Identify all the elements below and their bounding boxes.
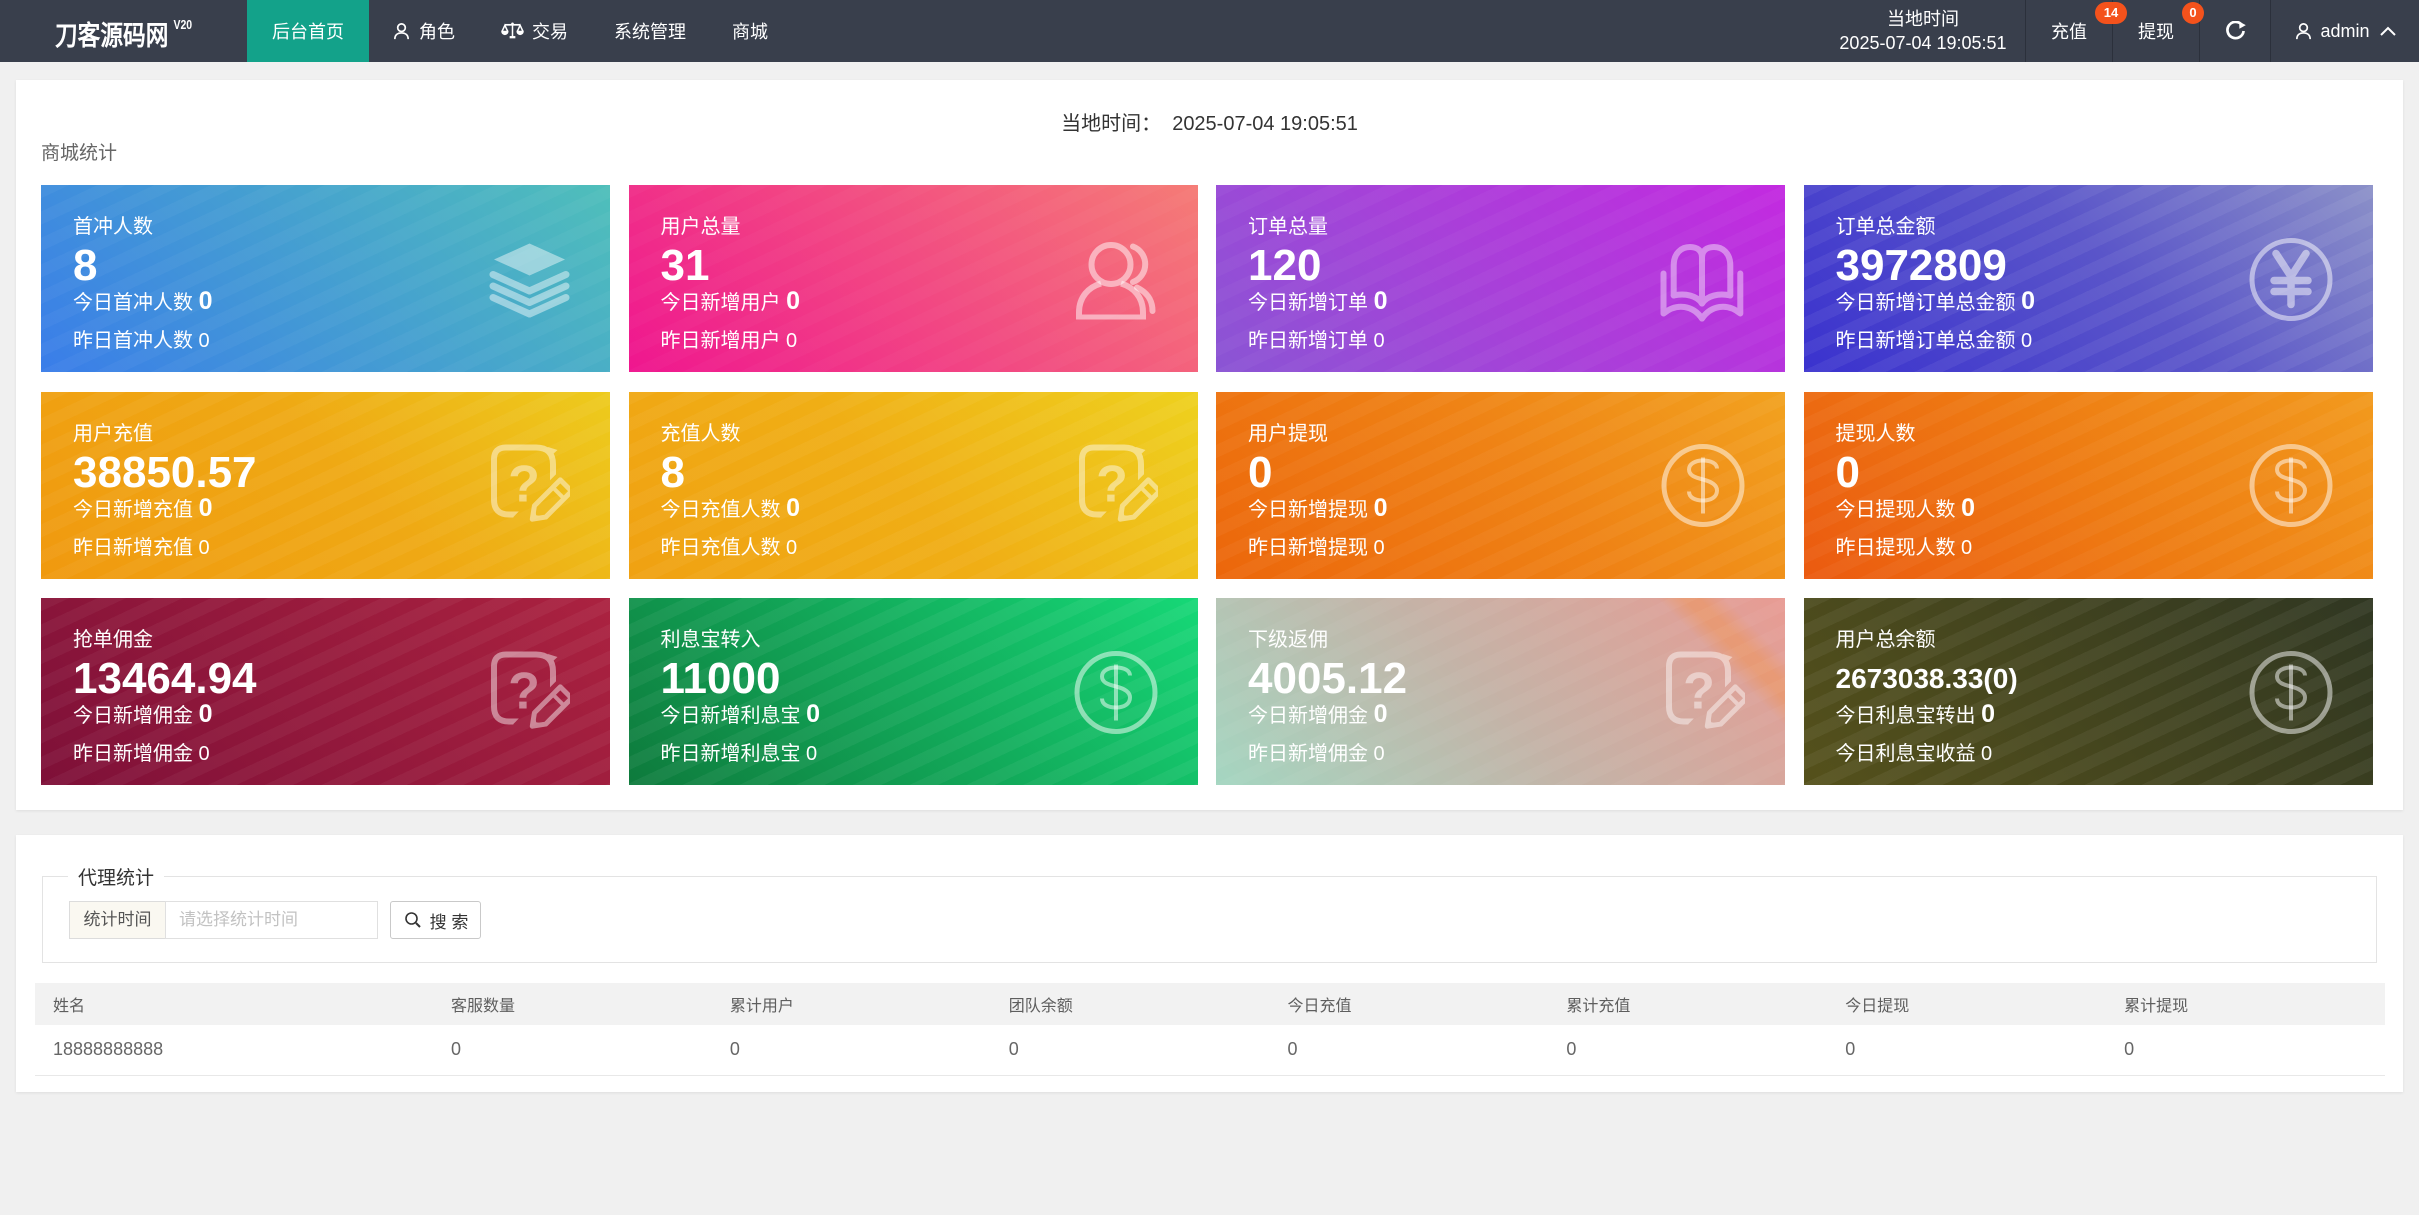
svg-text:?: ?	[1683, 662, 1715, 720]
svg-text:?: ?	[1096, 456, 1128, 514]
svg-text:?: ?	[508, 662, 540, 720]
svg-text:?: ?	[508, 456, 540, 514]
